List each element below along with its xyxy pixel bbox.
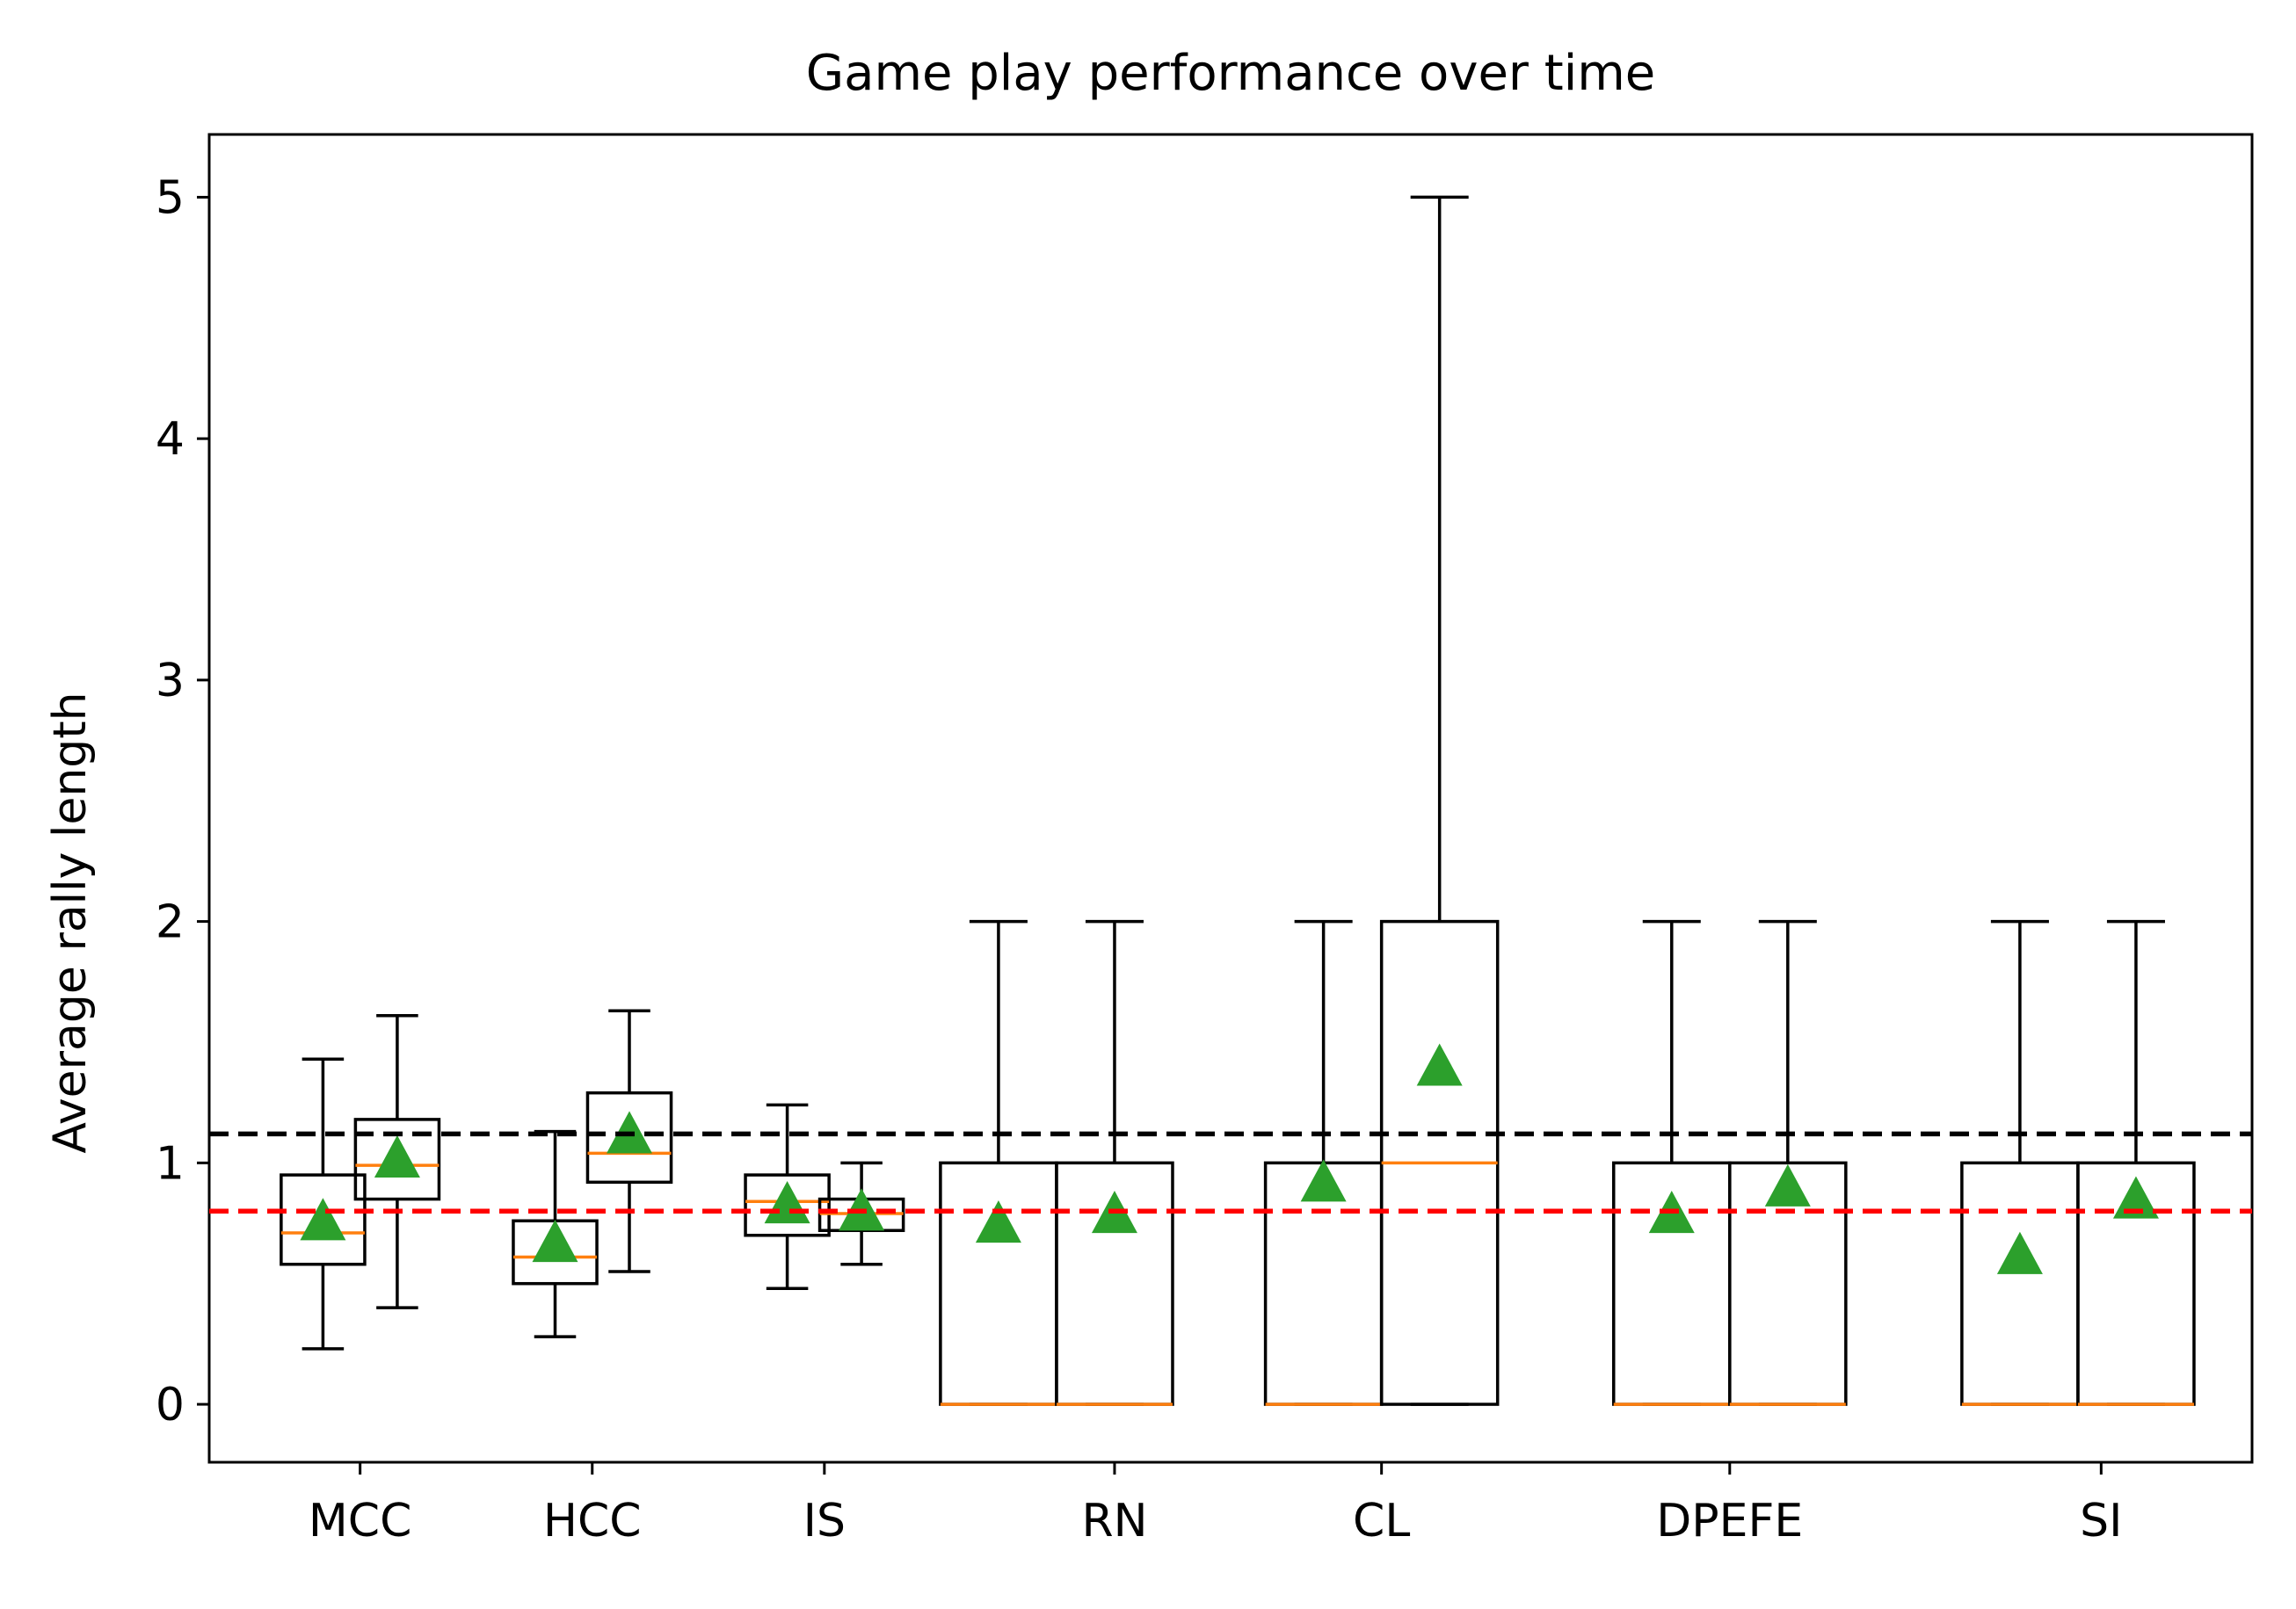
box-mcc-1	[280, 1057, 367, 1351]
mean-marker	[300, 1198, 346, 1241]
mean-marker	[2112, 1176, 2159, 1219]
x-tick-label-mcc: MCC	[309, 1495, 411, 1547]
box-si-2	[2076, 919, 2196, 1406]
box-rn-1	[939, 919, 1058, 1406]
box-dpefe-2	[1728, 919, 1848, 1406]
x-tick-label-si: SI	[2080, 1495, 2122, 1547]
box-cl-2	[1379, 195, 1500, 1406]
box-cl-1	[1263, 919, 1384, 1406]
box-si-1	[1960, 919, 2080, 1406]
box-body	[280, 1173, 367, 1266]
y-tick-label: 2	[156, 896, 185, 949]
y-tick-label: 5	[156, 171, 185, 224]
chart-title: Game play performance over time	[806, 45, 1656, 102]
box-mcc-2	[353, 1014, 441, 1309]
plot-area: 0 1 2 3 4 5 MCC HCC IS RN CL DPEFE SI	[156, 133, 2254, 1547]
x-tick-label-rn: RN	[1081, 1495, 1147, 1547]
box-rn-2	[1055, 919, 1174, 1406]
y-axis-label: Average rally length	[44, 692, 97, 1153]
x-tick-label-is: IS	[803, 1495, 846, 1547]
mean-marker	[975, 1200, 1021, 1243]
x-tick-label-dpefe: DPEFE	[1656, 1495, 1803, 1547]
mean-marker	[1764, 1163, 1811, 1207]
x-tick-label-cl: CL	[1353, 1495, 1410, 1547]
y-tick-label: 4	[156, 413, 185, 466]
mean-marker	[1996, 1231, 2043, 1274]
y-tick-label: 0	[156, 1379, 185, 1431]
mean-marker	[1300, 1159, 1347, 1202]
box-body	[744, 1173, 831, 1237]
y-tick-label: 1	[156, 1137, 185, 1190]
y-tick-label: 3	[156, 655, 185, 707]
box-body	[585, 1091, 673, 1185]
box-hcc-1	[512, 1129, 599, 1338]
box-dpefe-1	[1612, 919, 1732, 1406]
box-is-1	[744, 1103, 831, 1290]
mean-marker	[374, 1134, 420, 1178]
mean-marker	[1416, 1043, 1463, 1086]
plot-frame	[207, 133, 2254, 1464]
box-hcc-2	[585, 1009, 673, 1273]
mean-marker	[532, 1219, 578, 1263]
box-body	[353, 1118, 441, 1201]
x-tick-label-hcc: HCC	[543, 1495, 642, 1547]
box-body	[939, 1161, 1058, 1406]
box-body	[1960, 1161, 2080, 1406]
